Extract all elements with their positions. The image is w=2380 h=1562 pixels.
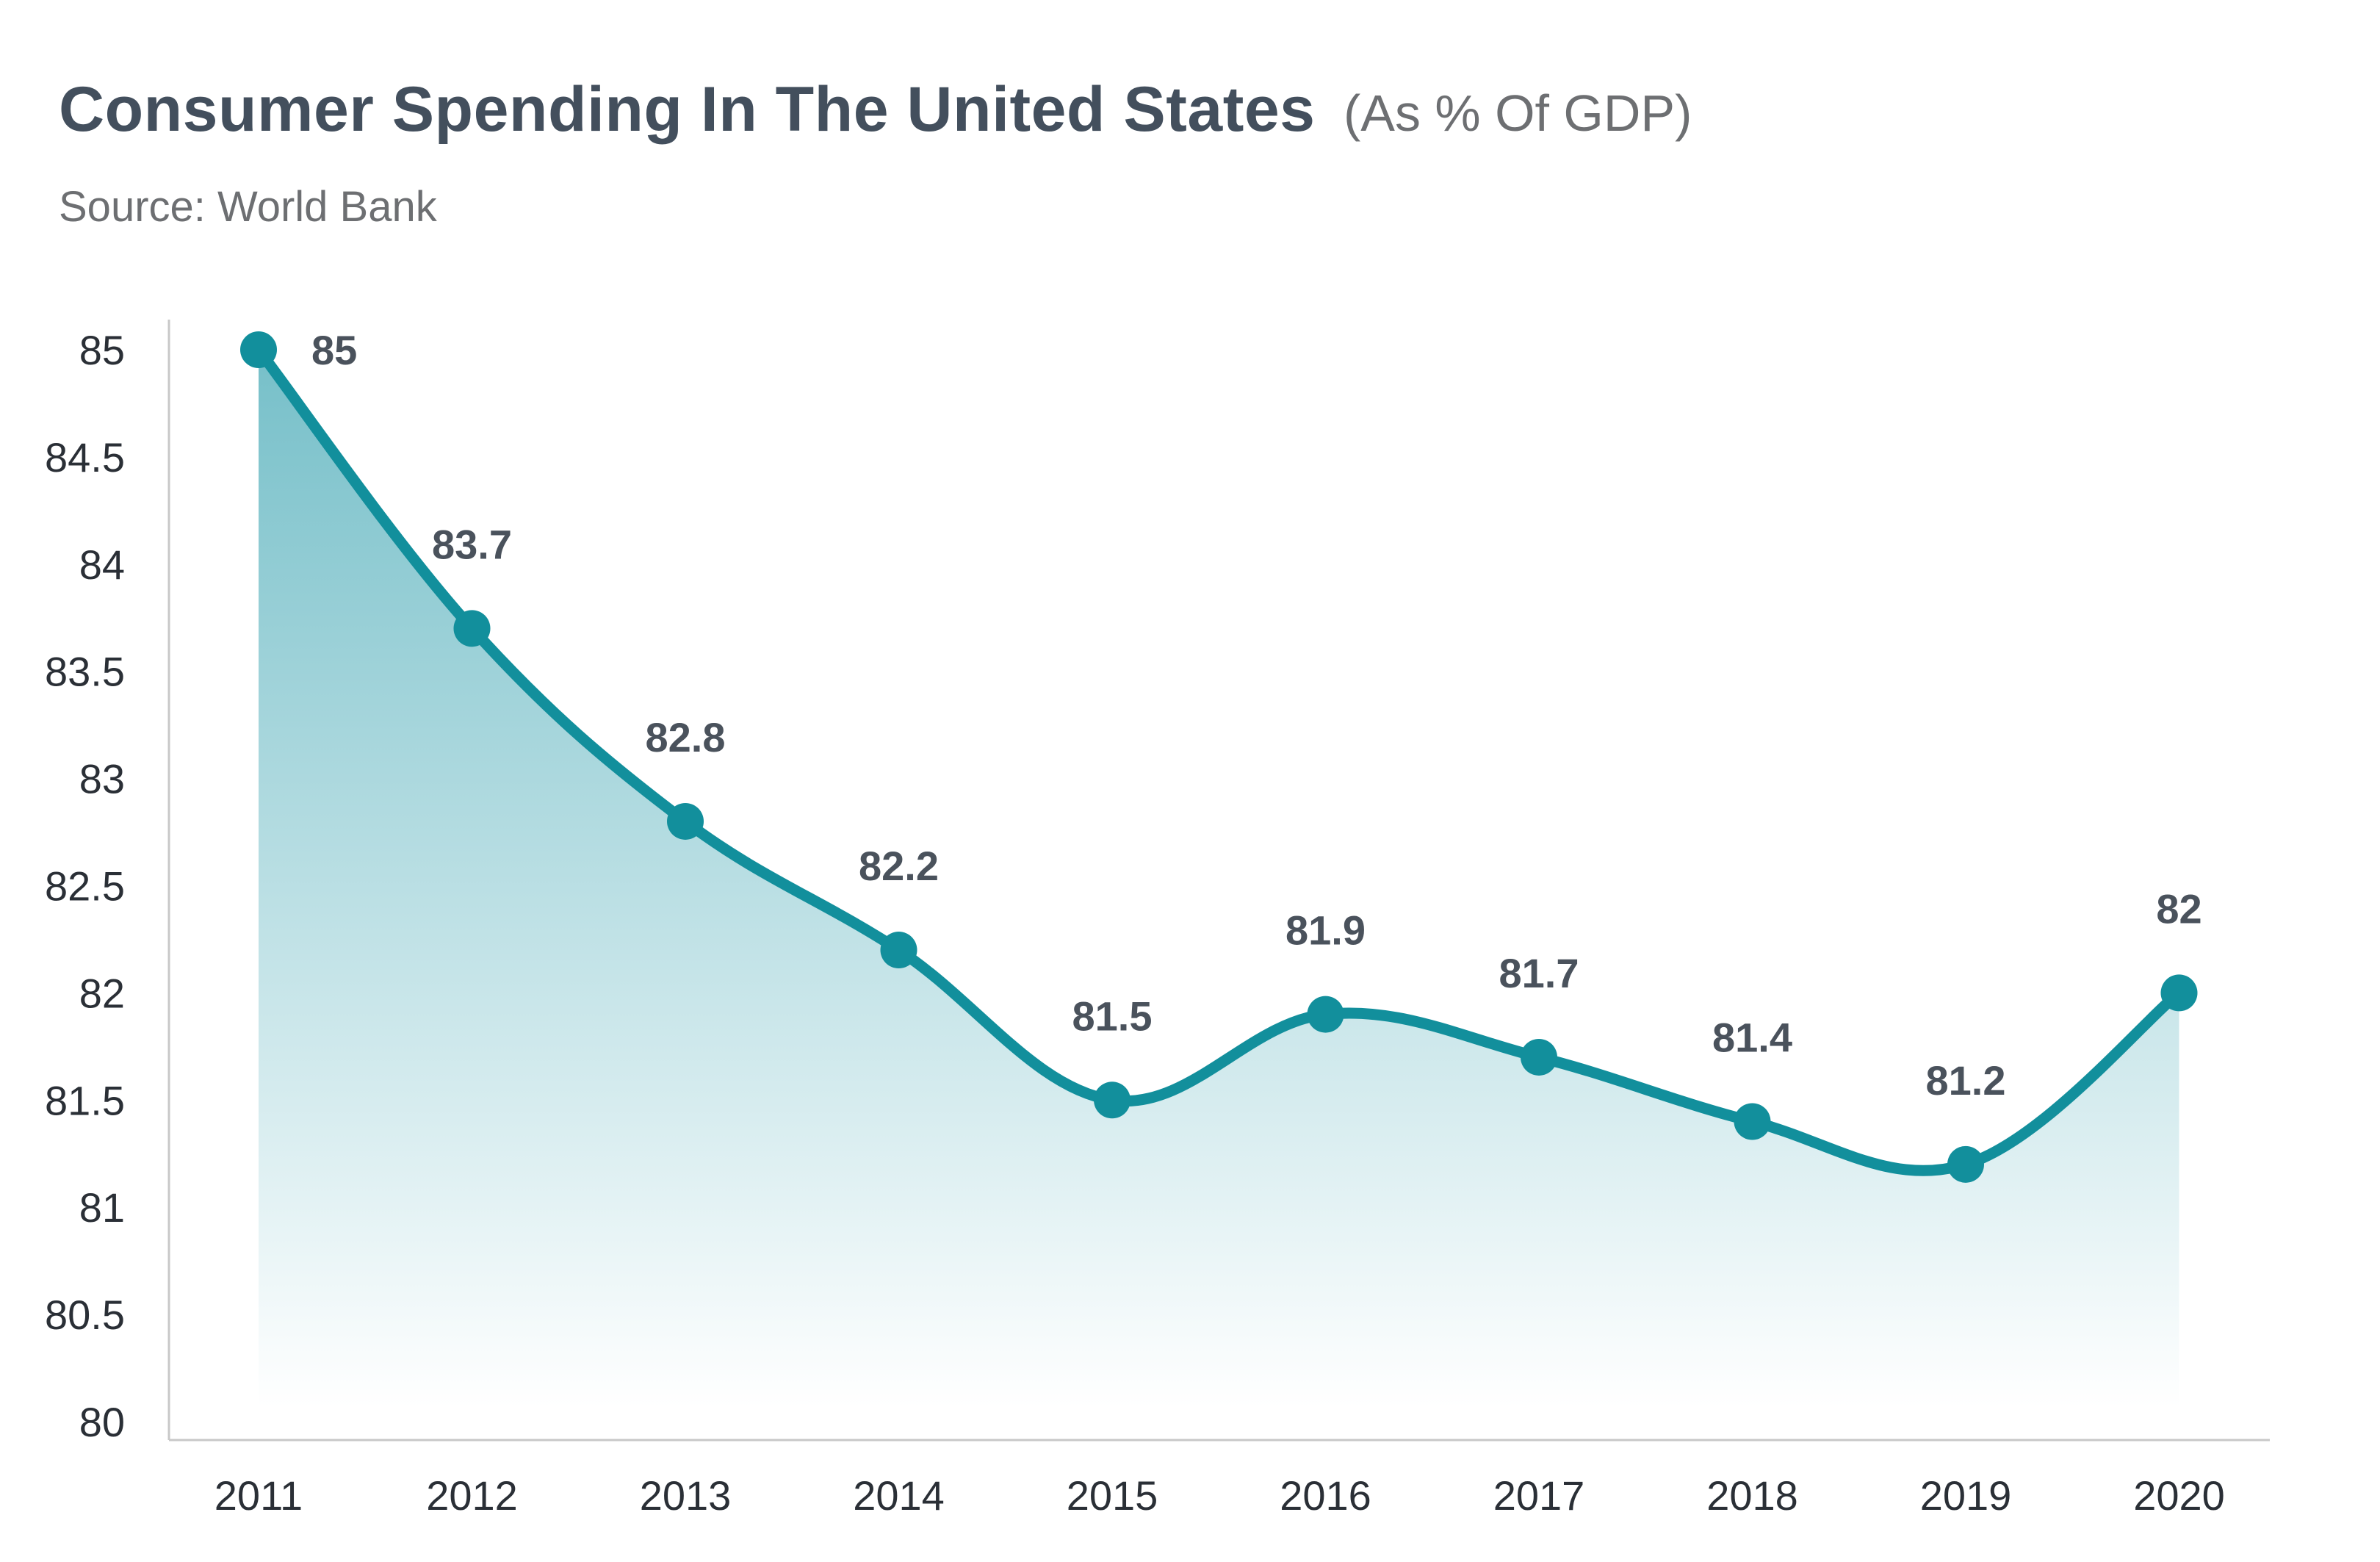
x-tick-label: 2015 <box>1067 1472 1158 1519</box>
data-point <box>453 610 491 647</box>
chart-header: Consumer Spending In The United States (… <box>59 73 1692 146</box>
chart-subtitle: (As % Of GDP) <box>1343 84 1692 142</box>
y-tick-label: 80.5 <box>45 1292 125 1338</box>
y-tick-label: 80 <box>79 1399 125 1445</box>
y-tick-label: 85 <box>79 327 125 373</box>
y-tick-label: 83.5 <box>45 649 125 695</box>
data-point <box>1947 1145 1984 1183</box>
y-tick-label: 82.5 <box>45 863 125 910</box>
chart-source: Source: World Bank <box>59 183 437 231</box>
x-tick-label: 2020 <box>2133 1472 2225 1519</box>
area-layer <box>259 350 2179 1407</box>
data-label: 82.8 <box>646 714 726 760</box>
line-layer <box>253 344 2185 1176</box>
x-tick-label: 2018 <box>1706 1472 1798 1519</box>
data-point <box>1307 996 1344 1033</box>
data-label: 81.2 <box>1926 1057 2006 1104</box>
y-tick-label: 84 <box>79 541 125 588</box>
x-tick-label: 2014 <box>853 1472 945 1519</box>
chart-title: Consumer Spending In The United States <box>59 74 1316 145</box>
points-layer <box>240 331 2198 1183</box>
x-tick-label: 2013 <box>640 1472 732 1519</box>
y-tick-label: 82 <box>79 970 125 1016</box>
data-label: 82 <box>2156 885 2202 932</box>
data-point <box>1521 1038 1557 1076</box>
data-point <box>667 802 704 840</box>
data-point <box>1734 1103 1771 1140</box>
data-point <box>240 331 277 368</box>
x-tick-label: 2019 <box>1920 1472 2012 1519</box>
data-point <box>2160 974 2198 1012</box>
data-label: 81.5 <box>1072 993 1153 1039</box>
data-label: 85 <box>311 327 357 373</box>
y-tick-label: 81 <box>79 1184 125 1231</box>
axes: 80 80.5 81 81.5 82 82.5 83 83.5 84 84.5 85 2011 2012… <box>45 320 2270 1519</box>
data-label: 81.4 <box>1712 1014 1792 1060</box>
x-tick-label: 2011 <box>214 1472 303 1519</box>
labels-layer: 85 83.7 82.8 82.2 81.5 81.9 81.7 81.4 81.2 82 <box>311 327 2202 1104</box>
data-point <box>880 932 917 969</box>
x-tick-label: 2017 <box>1493 1472 1585 1519</box>
y-tick-label: 81.5 <box>45 1077 125 1123</box>
data-label: 81.9 <box>1285 907 1366 954</box>
series-line <box>253 344 2185 1176</box>
data-label: 81.7 <box>1499 950 1579 996</box>
data-label: 83.7 <box>432 521 512 567</box>
y-tick-label: 83 <box>79 756 125 802</box>
x-tick-label: 2016 <box>1280 1472 1371 1519</box>
data-label: 82.2 <box>859 843 939 889</box>
y-tick-label: 84.5 <box>45 434 125 481</box>
series-area <box>259 350 2179 1407</box>
data-point <box>1094 1081 1130 1119</box>
x-tick-label: 2012 <box>426 1472 518 1519</box>
